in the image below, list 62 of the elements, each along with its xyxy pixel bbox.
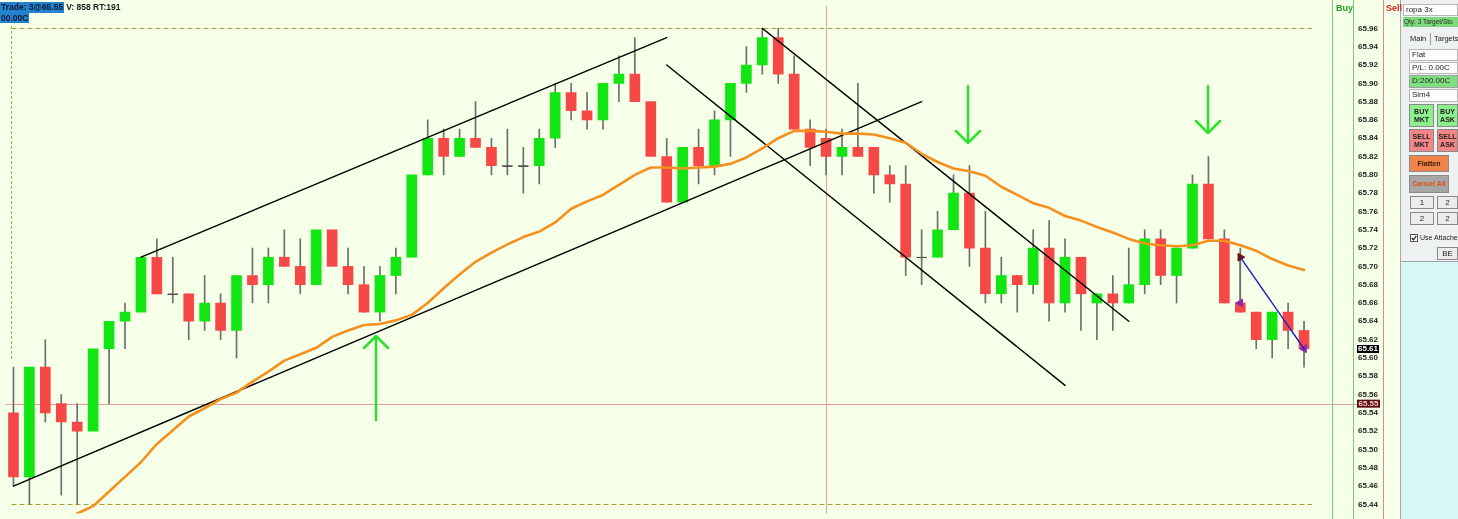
text: Buy: [1336, 3, 1354, 14]
ref-line-label: 65.55: [1358, 399, 1380, 409]
point: [1235, 298, 1244, 308]
candlestick: [613, 55, 625, 102]
candlestick: [279, 229, 290, 267]
y-tick-label: 65.48: [1358, 462, 1379, 472]
text: BE: [1437, 247, 1458, 260]
y-tick-label: 65.52: [1358, 426, 1379, 436]
candlestick: [884, 165, 896, 203]
candlestick: [71, 403, 83, 505]
y-tick-label: 65.86: [1358, 115, 1379, 125]
candlestick: [55, 394, 67, 496]
y-tick-label: 65.64: [1358, 316, 1379, 326]
text: 2: [1437, 212, 1458, 225]
y-tick-label: 65.44: [1358, 499, 1379, 509]
candlestick: [517, 147, 529, 194]
y-tick-label: 65.54: [1358, 408, 1379, 418]
candlestick: [167, 256, 179, 304]
y-tick-label: 65.78: [1358, 188, 1379, 198]
y-tick-label: 65.60: [1358, 353, 1379, 363]
y-tick-label: 65.58: [1358, 371, 1379, 381]
candlestick: [326, 229, 338, 267]
candlestick: [406, 174, 418, 258]
y-tick-label: 65.50: [1358, 444, 1379, 454]
y-tick-label: 65.92: [1358, 60, 1379, 70]
candlestick: [135, 256, 147, 313]
y-tick-label: 65.56: [1358, 389, 1379, 399]
text: Sell: [1386, 3, 1403, 14]
text: 2: [1437, 196, 1458, 209]
y-tick-label: 65.96: [1358, 23, 1379, 33]
candlestick: [310, 229, 322, 285]
y-tick-label: 65.80: [1358, 170, 1379, 180]
y-tick-label: 65.62: [1358, 334, 1379, 344]
annotation: Trade: 3@65.55: [0, 2, 65, 13]
y-tick-label: 65.90: [1358, 78, 1379, 88]
annotation: V: 858 RT:191: [66, 2, 121, 13]
candlestick: [87, 348, 99, 432]
candlestick: [1107, 275, 1119, 331]
y-tick-label: 65.76: [1358, 206, 1379, 216]
annotation: 00.00C: [0, 13, 30, 23]
y-tick-label: 65.66: [1358, 298, 1379, 308]
text: 1: [1410, 196, 1434, 209]
candlestick: [645, 101, 657, 157]
y-tick-label: 65.74: [1358, 224, 1379, 234]
y-tick-label: 65.84: [1358, 133, 1379, 143]
y-tick-label: 65.88: [1358, 96, 1379, 106]
y-tick-label: 65.68: [1358, 279, 1379, 289]
text: 65.61: [1357, 343, 1380, 353]
candlestick: [677, 147, 688, 203]
text: ropa 3x: [1403, 4, 1458, 16]
y-tick-label: 65.82: [1358, 151, 1379, 161]
text: P/L: 0.00C: [1409, 62, 1458, 74]
text: D:200.00C: [1409, 75, 1458, 88]
y-tick-label: 65.46: [1358, 481, 1379, 491]
text: 2: [1410, 212, 1434, 225]
y-tick-label: 65.72: [1358, 243, 1379, 253]
candlestick: [852, 82, 864, 157]
y-tick-label: 65.70: [1358, 261, 1379, 271]
text: Sim4: [1409, 89, 1458, 102]
y-tick-label: 65.94: [1358, 41, 1379, 51]
candlestick: [119, 302, 131, 350]
text: Flat: [1409, 49, 1458, 61]
